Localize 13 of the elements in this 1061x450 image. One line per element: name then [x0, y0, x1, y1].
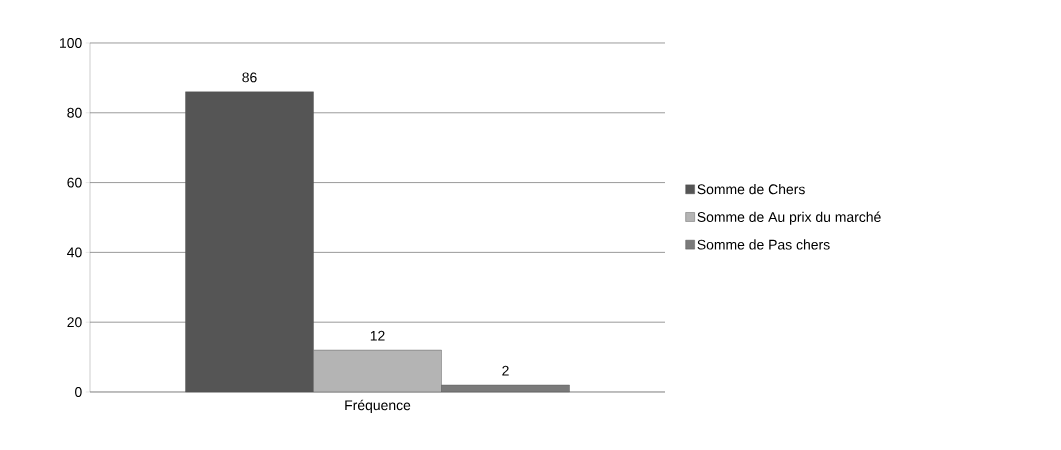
y-tick-label: 40 [67, 247, 82, 258]
data-label: 2 [502, 365, 509, 376]
y-tick-label: 100 [60, 38, 82, 48]
data-label: 86 [242, 72, 257, 83]
y-tick-label: 80 [67, 107, 82, 118]
x-tick-label: Fréquence [345, 399, 411, 413]
data-label: 12 [370, 330, 385, 341]
legend-label: Somme de Au prix du marché [697, 211, 881, 225]
y-tick-label: 0 [75, 387, 82, 397]
y-tick-label: 20 [67, 317, 82, 328]
legend-label: Somme de Pas chers [697, 239, 830, 250]
legend-label: Somme de Chers [697, 184, 805, 195]
y-tick-label: 60 [67, 177, 82, 188]
